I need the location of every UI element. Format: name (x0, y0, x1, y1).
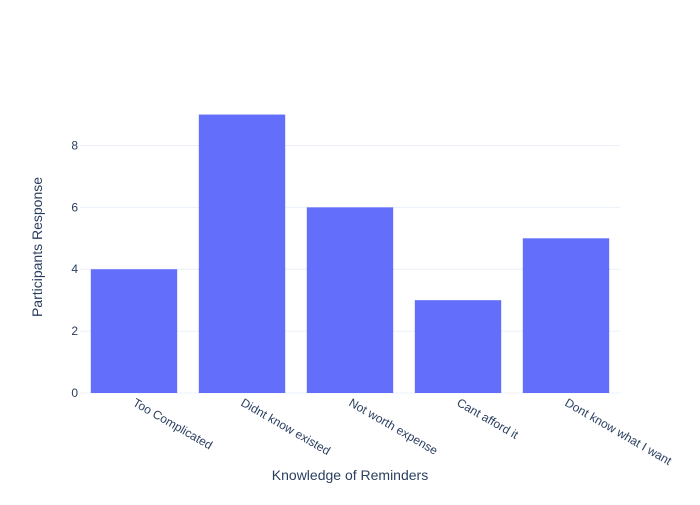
y-tick-label: 2 (71, 324, 78, 338)
x-tick-label: Cant afford it (455, 395, 522, 442)
bar-too-complicated[interactable] (90, 269, 178, 393)
y-axis-title: Participants Response (29, 177, 45, 317)
y-tick-label: 6 (71, 200, 78, 214)
bar-dont-know-what-i-want[interactable] (522, 238, 610, 393)
bars (90, 114, 610, 393)
y-tick-label: 0 (71, 386, 78, 400)
y-tick-labels: 0 2 4 6 8 (71, 138, 78, 400)
bar-not-worth-expense[interactable] (306, 207, 394, 393)
x-tick-label: Dont know what I want (563, 395, 675, 468)
bar-didnt-know-existed[interactable] (198, 114, 286, 393)
x-tick-label: Didnt know existed (239, 395, 333, 457)
x-tick-labels: Too Complicated Didnt know existed Not wor… (131, 395, 675, 468)
x-tick-label: Not worth expense (347, 395, 441, 457)
bar-cant-afford-it[interactable] (414, 300, 502, 393)
y-tick-label: 8 (71, 138, 78, 152)
y-tick-label: 4 (71, 262, 78, 276)
x-tick-label: Too Complicated (131, 395, 215, 452)
x-axis-title: Knowledge of Reminders (272, 467, 428, 483)
